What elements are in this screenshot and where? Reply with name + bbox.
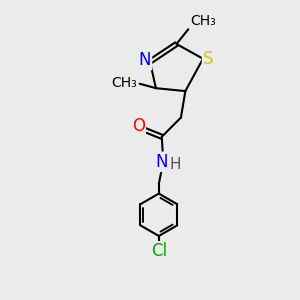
Text: Cl: Cl <box>151 242 167 260</box>
Text: CH₃: CH₃ <box>112 76 137 90</box>
Text: H: H <box>170 157 181 172</box>
Text: S: S <box>203 50 214 68</box>
Text: CH₃: CH₃ <box>190 14 216 28</box>
Text: O: O <box>132 117 145 135</box>
Text: N: N <box>155 153 168 171</box>
Text: N: N <box>139 51 151 69</box>
